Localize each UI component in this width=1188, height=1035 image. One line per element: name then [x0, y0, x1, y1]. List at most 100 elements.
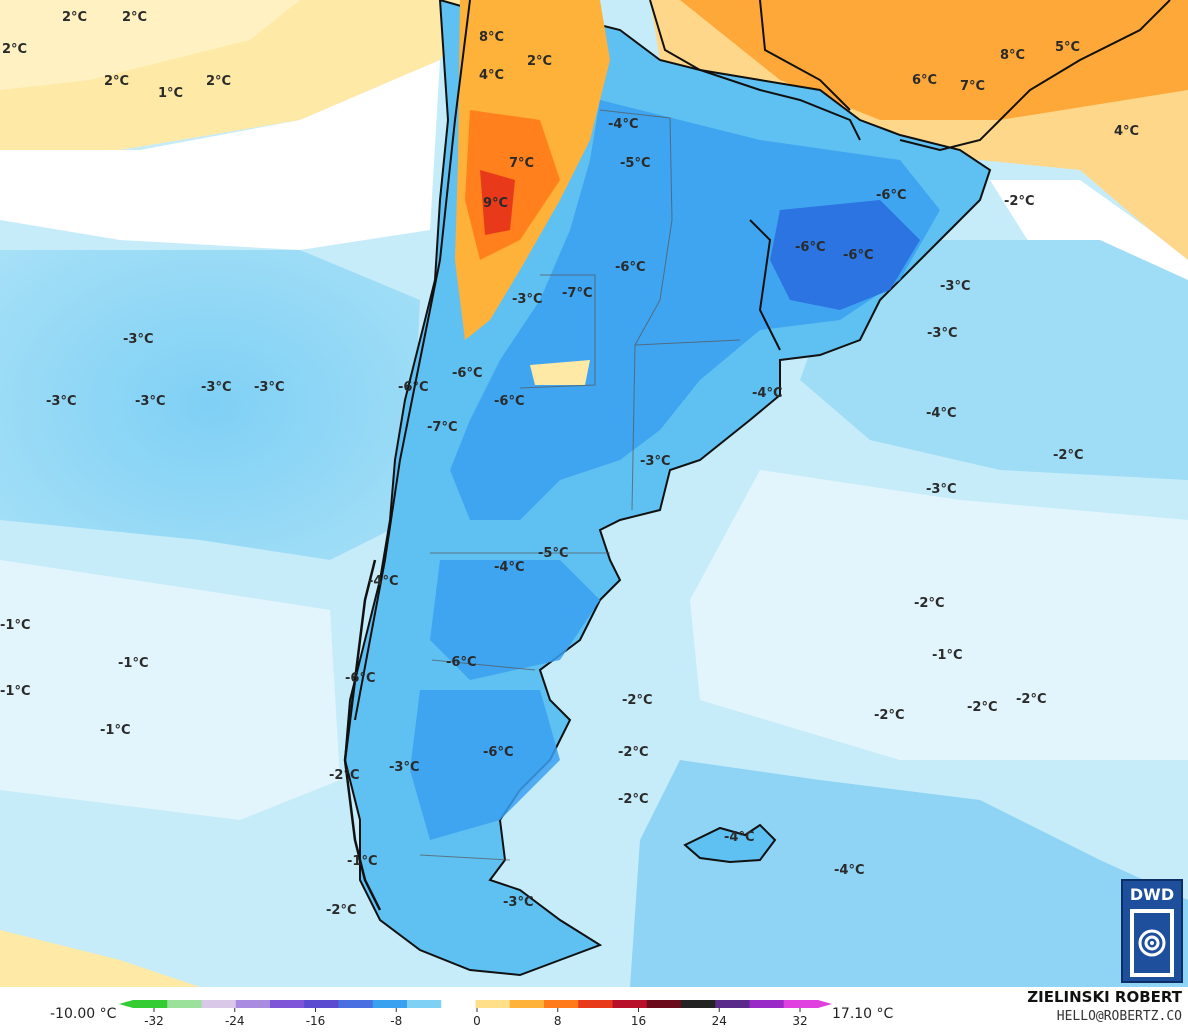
cold-core-north	[450, 100, 940, 520]
legend-color-swatch	[475, 1000, 511, 1008]
temp-label: 2°C	[62, 10, 87, 25]
temp-label: -6°C	[398, 380, 428, 395]
temp-label: -3°C	[503, 895, 533, 910]
legend-tick-label: -24	[225, 1014, 245, 1028]
temp-label: -4°C	[752, 386, 782, 401]
legend-color-swatch	[133, 1000, 168, 1008]
temp-label: -3°C	[135, 394, 165, 409]
temp-label: -6°C	[876, 188, 906, 203]
legend-tick-label: 24	[712, 1014, 727, 1028]
cold-core-south	[410, 690, 560, 840]
legend-tick-label: -8	[390, 1014, 402, 1028]
legend-tick-label: 32	[792, 1014, 807, 1028]
temp-label: -2°C	[874, 708, 904, 723]
temp-label: -2°C	[618, 792, 648, 807]
temp-label: -1°C	[118, 656, 148, 671]
temp-label: -4°C	[494, 560, 524, 575]
warm-area-southwest	[0, 930, 200, 987]
temp-label: -4°C	[608, 117, 638, 132]
cold-band-atlantic	[800, 240, 1188, 480]
legend-left-arrow	[119, 1000, 133, 1008]
legend-max-label: 17.10 °C	[832, 1006, 894, 1022]
temp-label: -7°C	[562, 286, 592, 301]
legend-tick-label: -32	[144, 1014, 164, 1028]
warm-patch-central	[530, 360, 590, 385]
temp-label: 5°C	[1055, 40, 1080, 55]
temp-label: -6°C	[446, 655, 476, 670]
light-band-pacific-south	[0, 560, 340, 820]
temperature-labels: 2°C 2°C 2°C 2°C 1°C 2°C 8°C 2°C 4°C 7°C …	[0, 10, 1139, 918]
temp-label: 2°C	[527, 54, 552, 69]
cold-band-pacific	[0, 250, 420, 560]
dwd-logo: DWD	[1121, 879, 1183, 983]
temp-label: -6°C	[494, 394, 524, 409]
temp-label: -6°C	[615, 260, 645, 275]
cold-core-central	[430, 560, 600, 680]
temp-label: -1°C	[0, 618, 30, 633]
legend-footer: -32 -24 -16 -8 0 8 16 24 32	[0, 987, 1188, 1035]
legend-color-swatch	[681, 1000, 716, 1008]
temp-label: -5°C	[620, 156, 650, 171]
legend-color-swatch	[201, 1000, 237, 1008]
legend-color-swatch	[715, 1000, 750, 1008]
temp-label: -1°C	[0, 684, 30, 699]
temperature-map: 2°C 2°C 2°C 2°C 1°C 2°C 8°C 2°C 4°C 7°C …	[0, 0, 1188, 987]
temp-label: -3°C	[512, 292, 542, 307]
temp-label: -2°C	[618, 745, 648, 760]
temp-label: 6°C	[912, 73, 937, 88]
hottest-andes-core	[480, 170, 515, 235]
temp-label: -2°C	[1053, 448, 1083, 463]
legend-color-swatch	[578, 1000, 613, 1008]
temp-label: 1°C	[158, 86, 183, 101]
cold-core-uruguay	[770, 200, 920, 310]
temp-label: -2°C	[1016, 692, 1046, 707]
temp-label: -3°C	[640, 454, 670, 469]
legend-color-swatch	[646, 1000, 682, 1008]
dwd-logo-emblem	[1130, 909, 1174, 977]
temp-label: 4°C	[479, 68, 504, 83]
temp-label: 7°C	[960, 79, 985, 94]
legend-color-swatch	[544, 1000, 579, 1008]
province-borders	[419, 109, 741, 861]
legend-color-swatch	[167, 1000, 202, 1008]
legend-color-swatch	[304, 1000, 339, 1008]
temp-label: -3°C	[201, 380, 231, 395]
temp-label: 8°C	[479, 30, 504, 45]
dwd-logo-text: DWD	[1129, 885, 1175, 904]
legend-color-swatch	[509, 1000, 545, 1008]
spiral-icon	[1134, 913, 1170, 973]
legend-color-swatch	[749, 1000, 785, 1008]
temp-label: -6°C	[843, 248, 873, 263]
legend-color-swatch	[783, 1000, 819, 1008]
temp-label: -4°C	[926, 406, 956, 421]
falkland-islands	[683, 823, 777, 864]
temp-label: 2°C	[2, 42, 27, 57]
country-borders	[354, 0, 1171, 721]
temp-label: -2°C	[329, 768, 359, 783]
temp-label: -3°C	[926, 482, 956, 497]
temp-label: -6°C	[452, 366, 482, 381]
color-scale-bar: -32 -24 -16 -8 0 8 16 24 32	[119, 1000, 832, 1028]
legend-min-label: -10.00 °C	[50, 1006, 117, 1022]
author-name: ZIELINSKI ROBERT	[1027, 988, 1182, 1006]
temp-label: -1°C	[932, 648, 962, 663]
temp-label: 2°C	[122, 10, 147, 25]
legend-color-swatch	[372, 1000, 408, 1008]
legend-color-swatch	[441, 1000, 476, 1008]
legend-color-swatch	[338, 1000, 374, 1008]
temp-label: -2°C	[967, 700, 997, 715]
temp-label: -6°C	[483, 745, 513, 760]
temp-label: 2°C	[206, 74, 231, 89]
temp-label: -7°C	[427, 420, 457, 435]
temp-label: -3°C	[940, 279, 970, 294]
temp-label: -6°C	[795, 240, 825, 255]
legend-color-swatch	[270, 1000, 305, 1008]
legend-color-swatch	[407, 1000, 442, 1008]
legend-tick-label: 8	[554, 1014, 562, 1028]
legend-tick-label: 16	[631, 1014, 646, 1028]
light-band-atlantic	[690, 470, 1188, 760]
temp-label: -3°C	[389, 760, 419, 775]
temp-label: -1°C	[347, 854, 377, 869]
temp-label: -4°C	[834, 863, 864, 878]
temp-label: -4°C	[368, 574, 398, 589]
